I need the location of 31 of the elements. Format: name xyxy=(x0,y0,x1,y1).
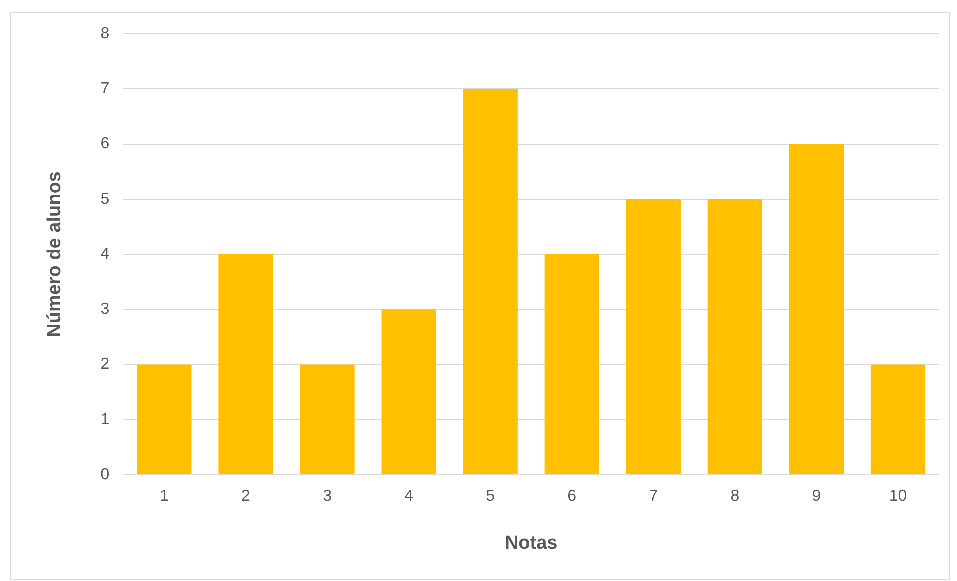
x-tick-label: 7 xyxy=(649,488,658,506)
x-tick-label: 1 xyxy=(160,488,170,506)
y-tick-label: 6 xyxy=(100,136,110,153)
bar xyxy=(789,144,844,474)
bar xyxy=(708,199,762,474)
bar xyxy=(382,310,436,474)
y-tick-label: 2 xyxy=(100,356,110,374)
x-tick-label: 3 xyxy=(323,488,332,506)
x-tick-label: 10 xyxy=(889,488,908,506)
bar xyxy=(463,89,518,474)
y-tick-label: 4 xyxy=(100,246,110,263)
x-tick-label: 9 xyxy=(812,488,822,506)
y-tick-label: 3 xyxy=(100,301,110,318)
x-tick-label: 8 xyxy=(730,488,740,506)
y-tick-label: 0 xyxy=(100,466,110,484)
y-tick-label: 1 xyxy=(100,411,110,428)
bar xyxy=(137,364,192,474)
y-axis-title: Número de alunos xyxy=(44,172,66,338)
bar xyxy=(218,254,274,474)
y-tick-label: 5 xyxy=(100,190,110,208)
y-tick-label: 7 xyxy=(100,80,110,98)
x-tick-label: 5 xyxy=(486,488,496,506)
x-tick-label: 6 xyxy=(568,488,577,506)
bar xyxy=(544,254,600,474)
x-tick-label: 4 xyxy=(404,488,414,506)
bar xyxy=(870,364,926,474)
bar xyxy=(300,364,355,474)
bar xyxy=(626,199,681,474)
x-axis-title: Notas xyxy=(504,532,558,554)
x-tick-label: 2 xyxy=(242,488,251,506)
y-tick-label: 8 xyxy=(100,25,110,42)
